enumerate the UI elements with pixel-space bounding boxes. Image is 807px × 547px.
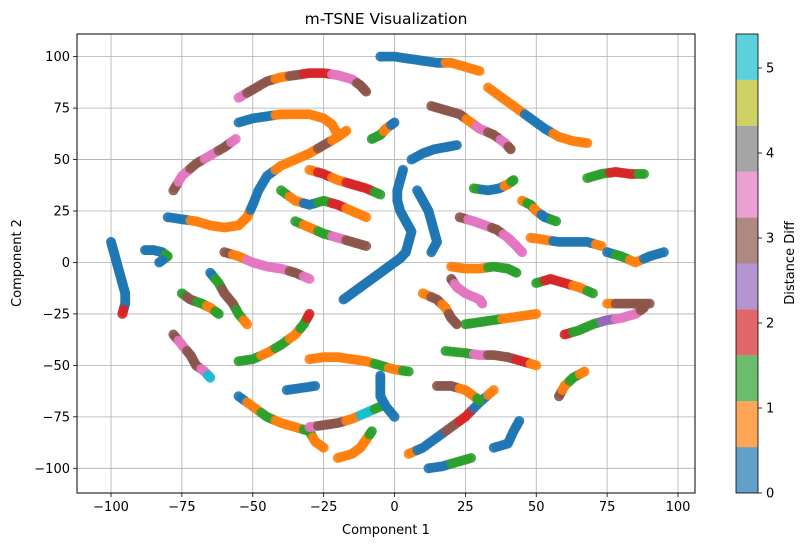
scatter-point [304,308,315,319]
x-tick-label: 50 [528,500,545,515]
scatter-point [488,385,499,396]
y-tick-label: −100 [34,462,70,477]
x-tick-label: 25 [457,500,474,515]
y-tick-label: 25 [53,205,70,220]
y-tick-label: 50 [53,153,70,168]
colorbar-tick-label: 4 [766,147,774,162]
plot-frame [76,33,696,494]
scatter-point [505,144,516,155]
colorbar-label: Distance Diff [783,220,798,305]
x-axis-label: Component 1 [342,523,430,538]
scatter-point [531,360,542,371]
scatter-point [389,411,400,422]
y-tick-label: −25 [43,307,70,322]
scatter-point [582,138,593,149]
scatter-point [638,168,649,179]
scatter-point [466,453,477,464]
colorbar-segment [736,263,758,310]
scatter-point [517,247,528,258]
colorbar-segment [736,171,758,218]
y-tick-label: 0 [62,256,70,271]
scatter-point [403,366,414,377]
x-tick-label: −100 [93,500,129,515]
scatter-point [375,189,386,200]
colorbar-segment [736,309,758,356]
x-tick-label: −50 [239,500,266,515]
scatter-point [318,442,329,453]
colorbar-segment [736,355,758,402]
y-tick-label: −50 [43,359,70,374]
scatter-point [474,66,485,77]
colorbar-tick-label: 2 [766,317,774,332]
scatter-point [644,298,655,309]
x-tick-label: 0 [390,500,398,515]
colorbar-tick-label: 5 [766,62,774,77]
scatter-point [531,308,542,319]
scatter-point [551,216,562,227]
x-tick-label: 75 [599,500,616,515]
scatter-point [338,294,349,305]
scatter-point [213,308,224,319]
scatter-point [366,426,377,437]
scatter-point [154,257,165,268]
scatter-point [310,380,321,391]
scatter-point [304,273,315,284]
y-axis-ticks: −100 −75 −50 −25 0 25 50 75 100 [34,50,77,477]
x-tick-label: −25 [310,500,337,515]
x-tick-label: −75 [168,500,195,515]
scatter-point [361,241,372,252]
scatter-point [230,133,241,144]
colorbar [735,33,759,494]
scatter-points [106,51,669,474]
x-tick-label: 100 [666,500,691,515]
y-tick-label: 100 [45,50,70,65]
scatter-point [511,267,522,278]
scatter-point [361,86,372,97]
scatter-point [242,319,253,330]
scatter-point [587,288,598,299]
scatter-point [474,395,485,406]
scatter-point [117,308,128,319]
scatter-point [658,247,669,258]
scatter-point [514,415,525,426]
scatter-point [451,140,462,151]
y-tick-label: 75 [53,102,70,117]
colorbar-segment [736,34,758,80]
scatter-point [361,212,372,223]
scatter-point [426,247,437,258]
colorbar-ticks: 0 1 2 3 4 5 [758,62,774,502]
scatter-point [341,125,352,136]
y-axis-label: Component 2 [10,219,25,307]
scatter-point [477,298,488,309]
scatter-point [508,175,519,186]
colorbar-segment [736,125,758,172]
scatter-point [451,319,462,330]
colorbar-segment [736,217,758,264]
chart-title: m-TSNE Visualization [305,10,468,28]
scatter-point [579,366,590,377]
x-axis-ticks: −100 −75 −50 −25 0 25 50 75 100 [93,493,690,515]
colorbar-tick-label: 0 [766,487,774,502]
colorbar-segment [736,401,758,448]
colorbar-segment [736,447,758,493]
colorbar-frame [735,33,759,494]
y-tick-label: −75 [43,410,70,425]
scatter-point [332,129,343,140]
colorbar-segment [736,79,758,126]
colorbar-tick-label: 1 [766,402,774,417]
scatter-point [389,117,400,128]
colorbar-tick-label: 3 [766,232,774,247]
scatter-point [205,372,216,383]
